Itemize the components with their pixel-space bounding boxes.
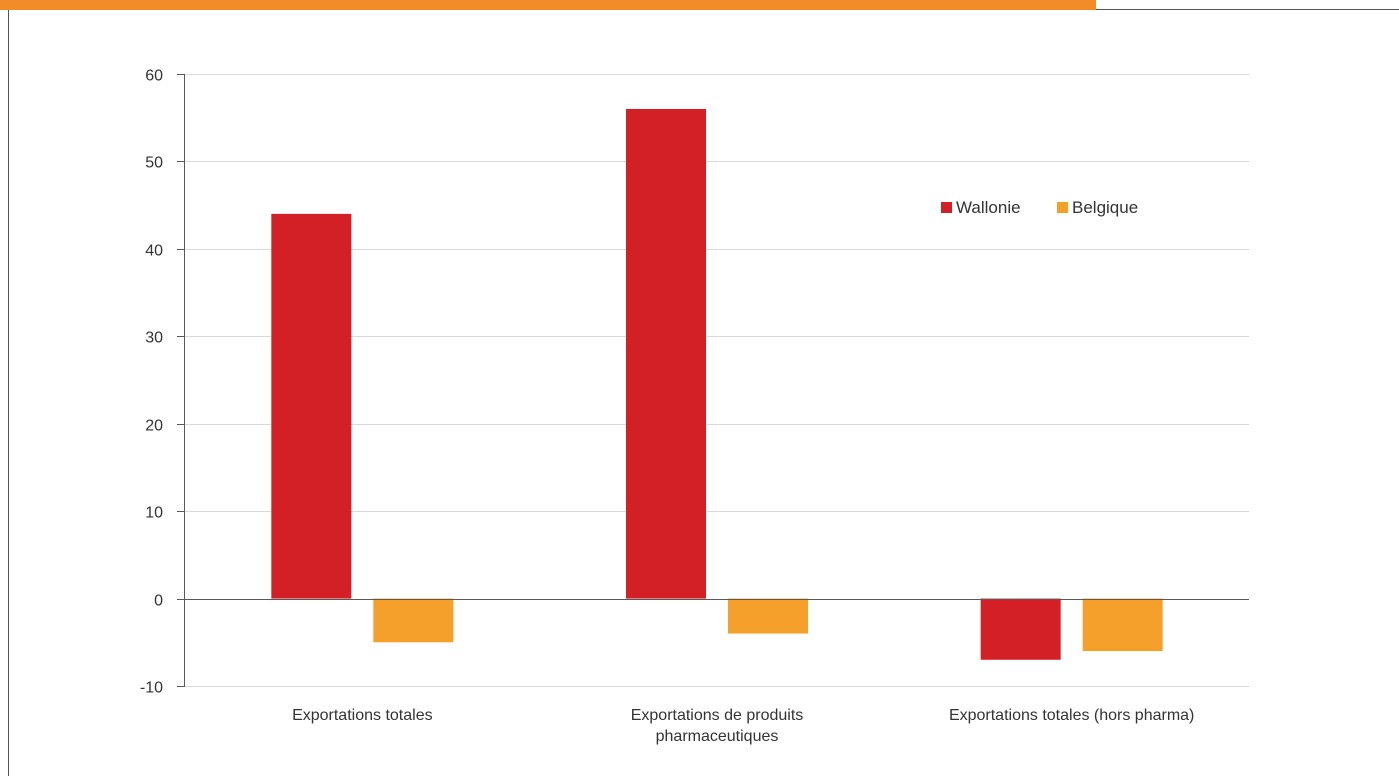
y-tick-label: 10 — [145, 505, 163, 522]
bar-wallonie — [980, 598, 1061, 660]
y-tick-label: 40 — [145, 243, 163, 260]
bar-belgique — [728, 598, 808, 634]
y-tick-label: 0 — [154, 593, 163, 610]
bar-belgique — [373, 598, 454, 643]
legend-label-wallonie: Wallonie — [956, 198, 1021, 217]
legend-label-belgique: Belgique — [1072, 198, 1138, 217]
top-accent-band — [0, 0, 1096, 10]
x-category-label: pharmaceutiques — [656, 728, 779, 745]
x-category-label: Exportations de produits — [631, 707, 804, 724]
x-category-label: Exportations totales — [292, 707, 433, 724]
legend-swatch-belgique — [1057, 202, 1068, 213]
legend-swatch-wallonie — [941, 202, 952, 213]
y-tick-label: -10 — [140, 680, 163, 697]
y-tick-label: 60 — [145, 68, 163, 85]
y-tick-label: 20 — [145, 418, 163, 435]
bar-wallonie — [626, 108, 706, 599]
y-tick-label: 50 — [145, 155, 163, 172]
y-tick-label: 30 — [145, 330, 163, 347]
bar-belgique — [1082, 598, 1163, 652]
x-category-label: Exportations totales (hors pharma) — [949, 707, 1194, 724]
bar-wallonie — [271, 213, 352, 599]
